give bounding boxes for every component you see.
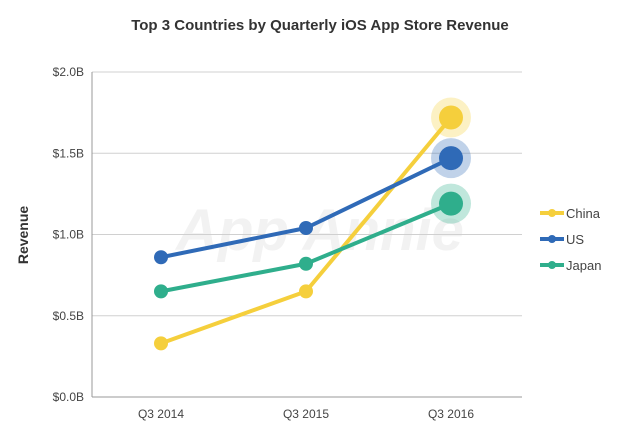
data-point-us [154,250,168,265]
chart-title: Top 3 Countries by Quarterly iOS App Sto… [131,17,509,34]
y-tick-label: $0.0B [53,390,84,404]
legend-label: China [566,206,601,221]
legend-marker [548,209,556,217]
data-point-japan [154,284,168,299]
data-point-china [154,336,168,351]
x-tick-label: Q3 2014 [138,407,184,421]
y-tick-label: $1.0B [53,228,84,242]
data-point-japan [299,256,313,271]
y-tick-label: $0.5B [53,309,84,323]
data-point-japan [439,191,463,216]
legend-label: US [566,232,584,247]
data-point-us [439,146,463,171]
y-axis-label: Revenue [15,206,31,265]
x-tick-label: Q3 2015 [283,407,329,421]
legend-label: Japan [566,258,601,273]
data-point-us [299,221,313,235]
watermark: App Annie [174,198,464,263]
legend-marker [548,235,556,243]
x-tick-label: Q3 2016 [428,407,474,421]
y-tick-label: $2.0B [53,65,84,79]
data-point-china [439,105,463,130]
data-point-china [299,284,313,299]
y-tick-label: $1.5B [53,146,84,160]
legend-marker [548,261,556,269]
